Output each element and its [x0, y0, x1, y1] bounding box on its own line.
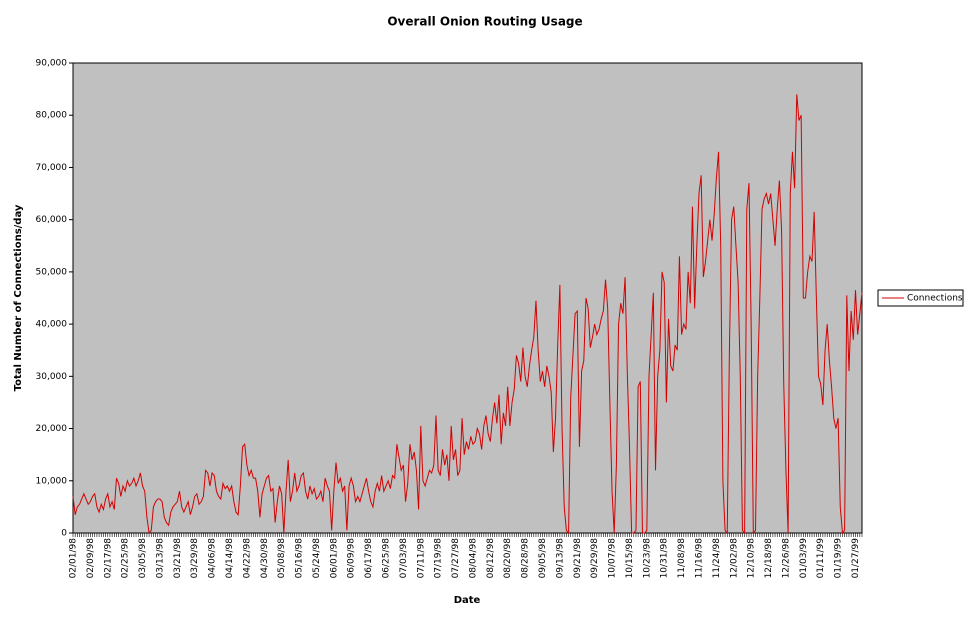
legend-label: Connections — [907, 294, 963, 304]
x-tick-label: 05/16/98 — [295, 538, 305, 579]
y-tick-label: 10,000 — [36, 476, 68, 486]
x-tick-label: 04/30/98 — [260, 538, 270, 579]
y-axis-label: Total Number of Connections/day — [13, 204, 24, 391]
y-tick-label: 50,000 — [36, 267, 68, 277]
x-tick-label: 08/28/98 — [521, 538, 531, 579]
x-tick-label: 01/19/99 — [834, 538, 844, 579]
data-line — [72, 94, 863, 535]
x-tick-label: 04/06/98 — [208, 538, 218, 579]
x-tick-label: 06/09/98 — [347, 538, 357, 579]
x-tick-label: 08/20/98 — [503, 538, 513, 579]
y-tick-label: 0 — [61, 529, 67, 539]
x-tick-label: 12/10/98 — [747, 538, 757, 579]
plot-area — [72, 62, 863, 534]
x-tick-label: 01/11/99 — [816, 538, 826, 579]
x-tick-label: 10/31/98 — [660, 538, 670, 579]
x-tick-label: 09/29/98 — [590, 538, 600, 579]
chart-title: Overall Onion Routing Usage — [387, 15, 582, 29]
x-tick-label: 08/12/98 — [486, 538, 496, 579]
x-tick-label: 04/22/98 — [242, 538, 252, 579]
x-tick-label: 07/11/98 — [416, 538, 426, 579]
x-tick-label: 12/26/98 — [781, 538, 791, 579]
x-tick-label: 01/03/99 — [799, 538, 809, 579]
x-tick-label: 10/15/98 — [625, 538, 635, 579]
x-tick-label: 02/01/98 — [69, 538, 79, 579]
x-tick-label: 12/02/98 — [729, 538, 739, 579]
x-tick-label: 05/24/98 — [312, 538, 322, 579]
y-tick-label: 40,000 — [36, 320, 68, 330]
x-tick-label: 09/21/98 — [573, 538, 583, 579]
x-tick-label: 11/08/98 — [677, 538, 687, 579]
y-tick-label: 30,000 — [36, 372, 68, 382]
x-tick-label: 11/16/98 — [694, 538, 704, 579]
x-tick-label: 07/03/98 — [399, 538, 409, 579]
x-axis-label: Date — [454, 595, 481, 606]
x-tick-label: 02/25/98 — [121, 538, 131, 579]
x-tick-label: 02/17/98 — [103, 538, 113, 579]
x-tick-label: 07/19/98 — [434, 538, 444, 579]
x-tick-label: 06/17/98 — [364, 538, 374, 579]
x-tick-label: 09/13/98 — [555, 538, 565, 579]
x-tick-label: 09/05/98 — [538, 538, 548, 579]
x-tick-label: 08/04/98 — [468, 538, 478, 579]
y-tick-label: 80,000 — [36, 111, 68, 121]
x-tick-label: 06/25/98 — [381, 538, 391, 579]
x-tick-label: 07/27/98 — [451, 538, 461, 579]
x-tick-label: 03/13/98 — [155, 538, 165, 579]
x-tick-label: 05/08/98 — [277, 538, 287, 579]
legend — [877, 289, 964, 307]
y-tick-label: 70,000 — [36, 163, 68, 173]
x-tick-label: 10/23/98 — [642, 538, 652, 579]
x-tick-label: 12/18/98 — [764, 538, 774, 579]
x-tick-label: 03/05/98 — [138, 538, 148, 579]
x-tick-label: 02/09/98 — [86, 538, 96, 579]
x-tick-label: 10/07/98 — [608, 538, 618, 579]
y-tick-label: 60,000 — [36, 215, 68, 225]
x-tick-label: 06/01/98 — [329, 538, 339, 579]
y-tick-label: 90,000 — [36, 59, 68, 69]
x-tick-label: 03/21/98 — [173, 538, 183, 579]
y-tick-label: 20,000 — [36, 424, 68, 434]
x-tick-label: 01/27/99 — [851, 538, 861, 579]
x-tick-label: 11/24/98 — [712, 538, 722, 579]
x-tick-label: 03/29/98 — [190, 538, 200, 579]
x-tick-label: 04/14/98 — [225, 538, 235, 579]
